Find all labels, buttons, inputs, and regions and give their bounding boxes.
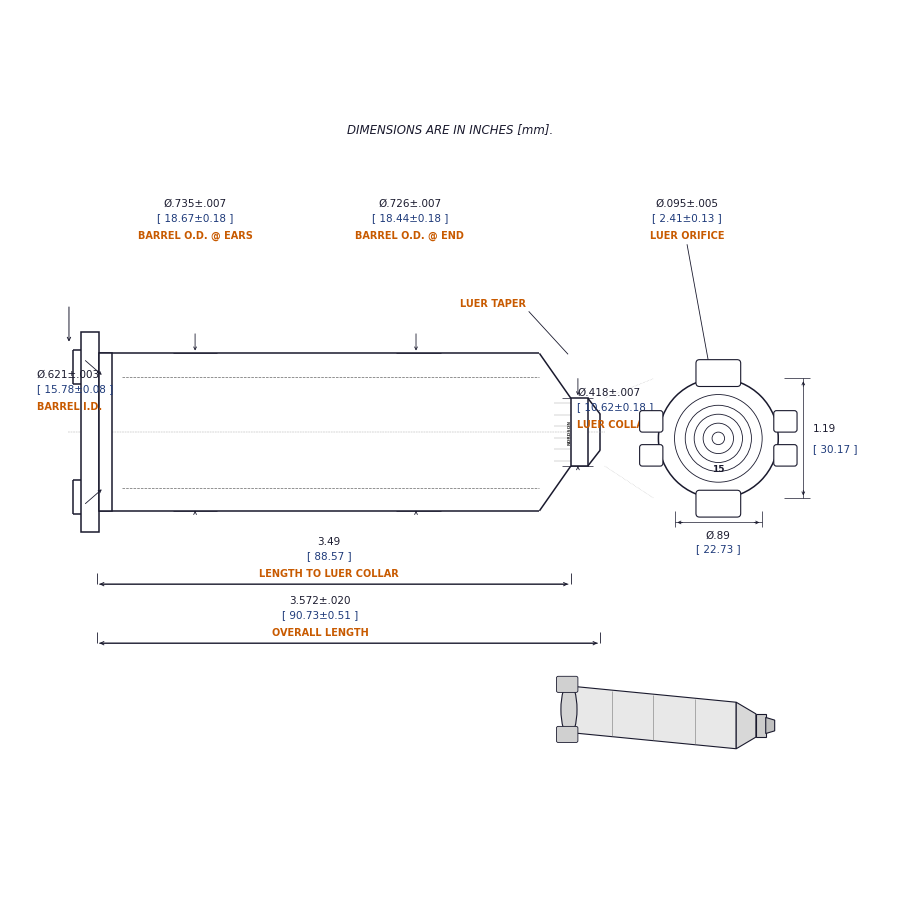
FancyBboxPatch shape xyxy=(640,445,663,466)
Text: NORDSON: NORDSON xyxy=(568,419,572,445)
Text: 3.49: 3.49 xyxy=(318,536,341,546)
FancyBboxPatch shape xyxy=(774,445,797,466)
Text: BARREL O.D. @ EARS: BARREL O.D. @ EARS xyxy=(138,230,253,240)
FancyBboxPatch shape xyxy=(774,410,797,432)
Text: OVERALL LENGTH: OVERALL LENGTH xyxy=(272,628,369,638)
Text: Ø.726±.007: Ø.726±.007 xyxy=(378,199,441,209)
FancyBboxPatch shape xyxy=(696,491,741,518)
Text: [ 30.17 ]: [ 30.17 ] xyxy=(813,444,858,454)
Polygon shape xyxy=(736,702,756,749)
Text: [ 22.73 ]: [ 22.73 ] xyxy=(696,544,741,554)
Text: DIMENSIONS ARE IN INCHES [mm].: DIMENSIONS ARE IN INCHES [mm]. xyxy=(346,123,554,136)
FancyBboxPatch shape xyxy=(556,676,578,692)
Text: BARREL I.D.: BARREL I.D. xyxy=(37,402,102,412)
Circle shape xyxy=(712,432,724,445)
Bar xyxy=(571,398,588,466)
Text: [ 90.73±0.51 ]: [ 90.73±0.51 ] xyxy=(283,610,358,620)
FancyBboxPatch shape xyxy=(556,726,578,742)
Text: BARREL O.D. @ END: BARREL O.D. @ END xyxy=(356,230,464,240)
Text: LUER ORIFICE: LUER ORIFICE xyxy=(650,230,724,240)
Circle shape xyxy=(659,378,778,499)
Text: [ 88.57 ]: [ 88.57 ] xyxy=(307,551,352,561)
Text: 1.19: 1.19 xyxy=(813,425,836,435)
Text: [ 18.67±0.18 ]: [ 18.67±0.18 ] xyxy=(157,212,233,223)
Text: 3.572±.020: 3.572±.020 xyxy=(290,596,351,606)
Text: 15: 15 xyxy=(712,465,724,474)
Text: [ 2.41±0.13 ]: [ 2.41±0.13 ] xyxy=(652,212,722,223)
Polygon shape xyxy=(571,686,736,749)
Text: Ø.621±.003: Ø.621±.003 xyxy=(37,370,100,380)
Text: [ 10.62±0.18 ]: [ 10.62±0.18 ] xyxy=(577,402,653,412)
Polygon shape xyxy=(766,717,775,734)
Text: Ø.095±.005: Ø.095±.005 xyxy=(655,199,718,209)
Text: Ø.418±.007: Ø.418±.007 xyxy=(577,388,640,398)
FancyBboxPatch shape xyxy=(696,360,741,386)
Ellipse shape xyxy=(561,683,577,735)
Text: LUER TAPER: LUER TAPER xyxy=(460,299,526,309)
Polygon shape xyxy=(756,714,766,737)
Text: [ 18.44±0.18 ]: [ 18.44±0.18 ] xyxy=(372,212,448,223)
Text: Ø.735±.007: Ø.735±.007 xyxy=(164,199,227,209)
Text: Ø.89: Ø.89 xyxy=(706,531,731,541)
Text: LENGTH TO LUER COLLAR: LENGTH TO LUER COLLAR xyxy=(259,569,399,579)
Text: [ 15.78±0.08 ]: [ 15.78±0.08 ] xyxy=(37,384,113,394)
Bar xyxy=(82,332,99,532)
Text: LUER COLLAR O.D.: LUER COLLAR O.D. xyxy=(577,420,678,430)
FancyBboxPatch shape xyxy=(640,410,663,432)
Bar xyxy=(99,354,112,511)
